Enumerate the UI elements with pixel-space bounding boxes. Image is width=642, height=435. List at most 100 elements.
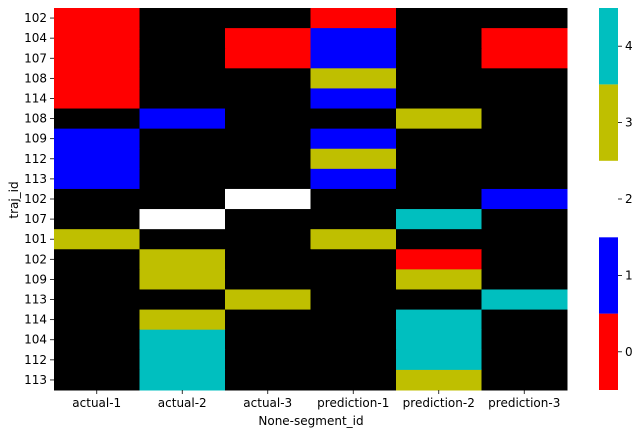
- heatmap-cell: [396, 309, 482, 331]
- heatmap-cell: [396, 188, 482, 210]
- y-tick-label: 112: [24, 152, 47, 166]
- x-axis-label: None-segment_id: [258, 414, 363, 428]
- y-axis-label: traj_id: [7, 181, 21, 218]
- heatmap-cell: [139, 188, 226, 210]
- heatmap-cell: [396, 48, 482, 69]
- heatmap-cell: [225, 128, 311, 150]
- heatmap-cell: [225, 148, 311, 170]
- colorbar-tick-label: 0: [625, 345, 633, 359]
- y-tick-label: 113: [24, 293, 47, 307]
- x-tick-label: actual-2: [158, 396, 207, 410]
- heatmap-cell: [310, 148, 397, 170]
- heatmap-cell: [139, 309, 226, 331]
- heatmap-cells: [54, 8, 568, 391]
- heatmap-cell: [481, 28, 568, 49]
- colorbar-tick-label: 1: [625, 268, 633, 282]
- x-tick-label: actual-1: [72, 396, 121, 410]
- heatmap-cell: [310, 229, 397, 250]
- heatmap-cell: [225, 188, 311, 210]
- heatmap-cell: [310, 8, 397, 29]
- heatmap-cell: [481, 68, 568, 89]
- heatmap-cell: [481, 309, 568, 331]
- heatmap-cell: [54, 128, 140, 150]
- heatmap-cell: [481, 188, 568, 210]
- y-tick-label: 102: [24, 192, 47, 206]
- heatmap-cell: [225, 108, 311, 130]
- heatmap-cell: [225, 48, 311, 69]
- colorbar-segment: [599, 313, 618, 390]
- heatmap-cell: [481, 249, 568, 270]
- colorbar-segment: [599, 84, 618, 161]
- heatmap-cell: [54, 108, 140, 130]
- heatmap-cell: [310, 68, 397, 89]
- heatmap-cell: [139, 229, 226, 250]
- heatmap-cell: [139, 168, 226, 190]
- heatmap-cell: [54, 209, 140, 230]
- heatmap-cell: [139, 369, 226, 391]
- heatmap-cell: [54, 28, 140, 49]
- heatmap-cell: [139, 128, 226, 150]
- heatmap-cell: [225, 249, 311, 270]
- x-tick-label: prediction-3: [488, 396, 560, 410]
- heatmap-cell: [225, 309, 311, 331]
- heatmap-cell: [310, 249, 397, 270]
- heatmap-cell: [396, 128, 482, 150]
- y-tick-label: 114: [24, 313, 47, 327]
- colorbar-segment: [599, 160, 618, 238]
- heatmap-cell: [481, 269, 568, 290]
- heatmap-cell: [54, 369, 140, 391]
- heatmap-cell: [54, 329, 140, 351]
- heatmap-cell: [396, 209, 482, 230]
- heatmap-cell: [225, 168, 311, 190]
- heatmap-cell: [139, 249, 226, 270]
- colorbar-tick-label: 2: [625, 192, 633, 206]
- heatmap-cell: [396, 68, 482, 89]
- heatmap-cell: [139, 349, 226, 371]
- heatmap-cell: [225, 329, 311, 351]
- colorbar-segment: [599, 8, 618, 85]
- x-tick-label: actual-3: [243, 396, 292, 410]
- y-tick-label: 113: [24, 172, 47, 186]
- heatmap-cell: [54, 68, 140, 89]
- heatmap-cell: [481, 369, 568, 391]
- heatmap-cell: [139, 68, 226, 89]
- heatmap-cell: [481, 88, 568, 110]
- heatmap-cell: [310, 289, 397, 311]
- heatmap-cell: [310, 108, 397, 130]
- y-tick-label: 101: [24, 232, 47, 246]
- y-tick-label: 113: [24, 373, 47, 387]
- heatmap-cell: [139, 289, 226, 311]
- heatmap-cell: [225, 209, 311, 230]
- heatmap-cell: [225, 289, 311, 311]
- heatmap-cell: [310, 349, 397, 371]
- heatmap-cell: [396, 229, 482, 250]
- heatmap-cell: [481, 8, 568, 29]
- heatmap-cell: [54, 349, 140, 371]
- heatmap-cell: [139, 329, 226, 351]
- heatmap-cell: [54, 309, 140, 331]
- x-axis-ticks: actual-1 actual-2 actual-3 prediction-1 pred…: [72, 390, 560, 410]
- colorbar-tick-label: 3: [625, 116, 633, 130]
- heatmap-cell: [396, 148, 482, 170]
- heatmap-cell: [310, 209, 397, 230]
- heatmap-cell: [54, 289, 140, 311]
- y-tick-label: 102: [24, 11, 47, 25]
- heatmap-cell: [54, 168, 140, 190]
- heatmap-cell: [225, 269, 311, 290]
- heatmap-cell: [54, 148, 140, 170]
- heatmap-cell: [54, 249, 140, 270]
- heatmap-cell: [310, 309, 397, 331]
- heatmap-cell: [54, 269, 140, 290]
- heatmap-cell: [481, 108, 568, 130]
- x-tick-label: prediction-1: [317, 396, 389, 410]
- y-tick-label: 112: [24, 353, 47, 367]
- heatmap-cell: [310, 188, 397, 210]
- y-tick-label: 108: [24, 112, 47, 126]
- heatmap-cell: [310, 88, 397, 110]
- heatmap-cell: [310, 128, 397, 150]
- heatmap-cell: [54, 48, 140, 69]
- heatmap-cell: [54, 229, 140, 250]
- heatmap-cell: [481, 168, 568, 190]
- heatmap-cell: [481, 209, 568, 230]
